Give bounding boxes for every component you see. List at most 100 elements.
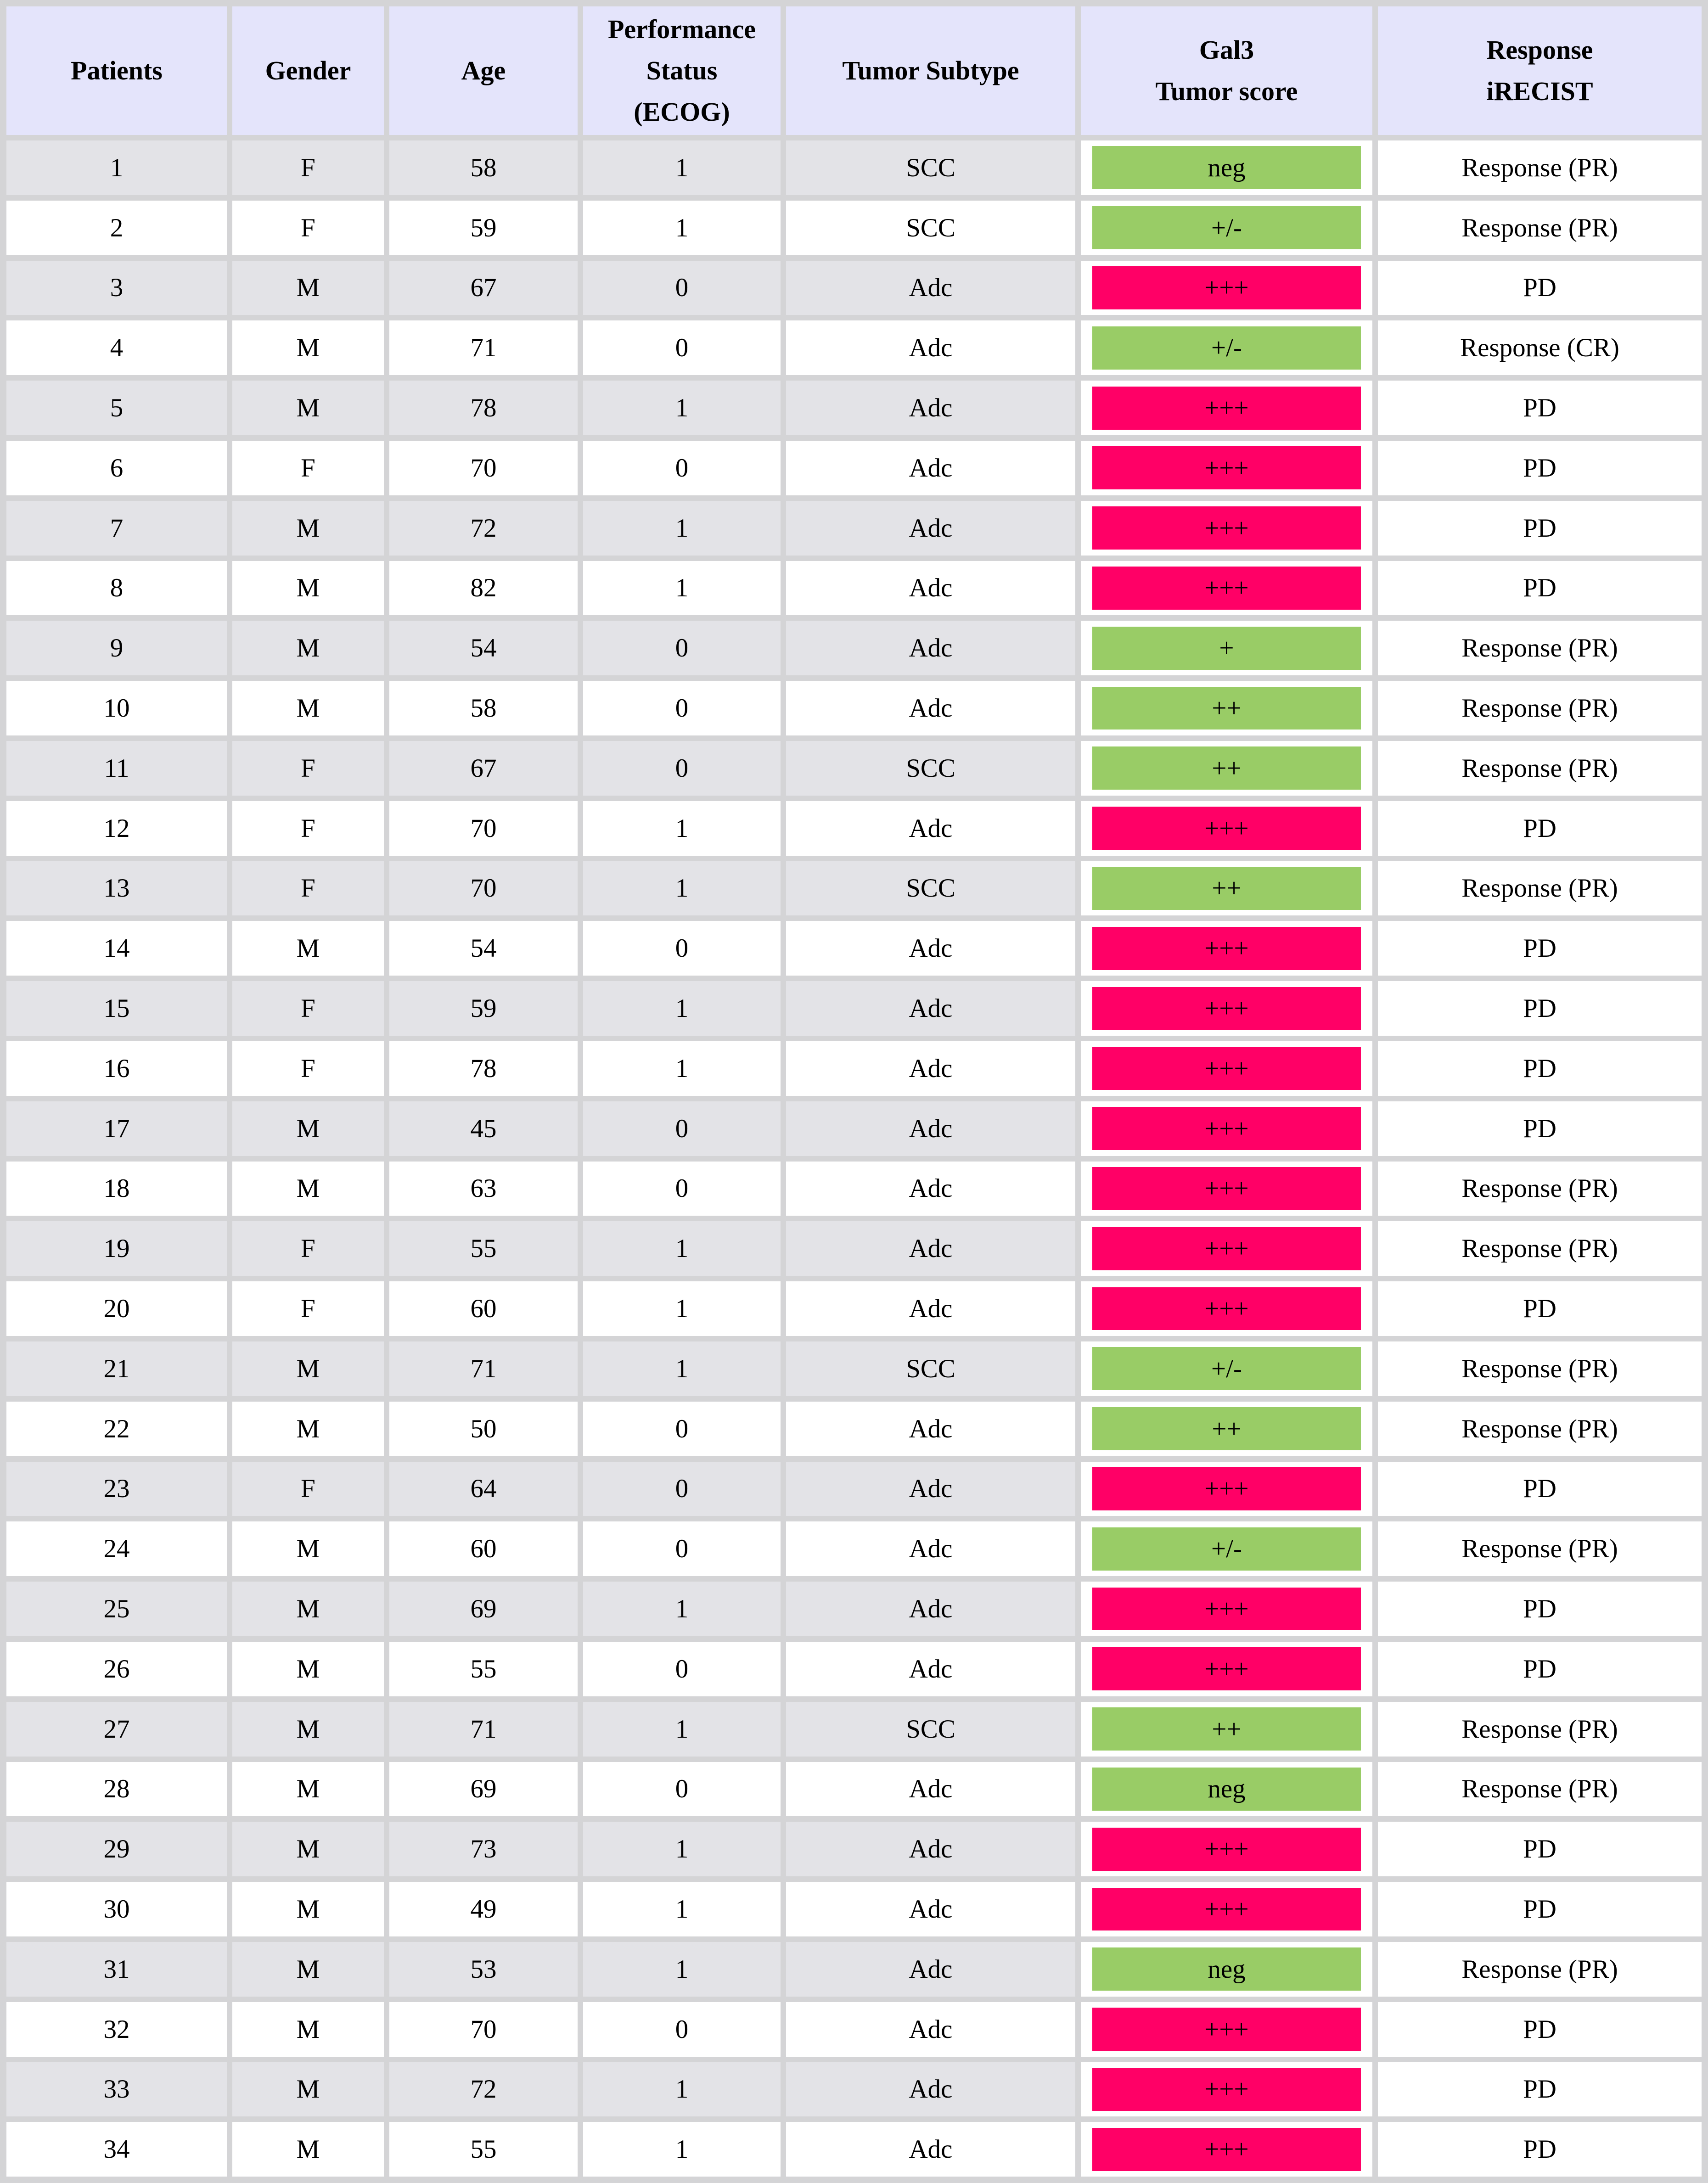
table-header-row: Patients Gender Age Performance Status (… — [6, 6, 1702, 135]
cell-gal3-score: +/- — [1081, 320, 1372, 376]
cell-age: 55 — [389, 2122, 578, 2177]
cell-patient: 5 — [6, 381, 227, 435]
cell-tumor-subtype: SCC — [786, 1341, 1075, 1396]
cell-age: 63 — [389, 1161, 578, 1216]
cell-patient: 14 — [6, 921, 227, 976]
table-row: 7 M 72 1 Adc +++ PD — [6, 500, 1702, 556]
cell-patient: 7 — [6, 500, 227, 556]
cell-patient: 32 — [6, 2002, 227, 2057]
table-row: 5 M 78 1 Adc +++ PD — [6, 381, 1702, 435]
cell-age: 59 — [389, 200, 578, 255]
cell-patient: 25 — [6, 1582, 227, 1636]
cell-gal3-score: +/- — [1081, 1521, 1372, 1577]
cell-gender: F — [232, 1221, 384, 1276]
table-row: 25 M 69 1 Adc +++ PD — [6, 1582, 1702, 1636]
cell-ecog: 1 — [583, 2062, 781, 2117]
cell-response: PD — [1378, 1822, 1702, 1877]
cell-tumor-subtype: Adc — [786, 1101, 1075, 1156]
table-row: 11 F 67 0 SCC ++ Response (PR) — [6, 741, 1702, 796]
cell-gender: M — [232, 1701, 384, 1757]
cell-age: 71 — [389, 1341, 578, 1396]
cell-ecog: 1 — [583, 561, 781, 616]
table-row: 18 M 63 0 Adc +++ Response (PR) — [6, 1161, 1702, 1216]
cell-patient: 13 — [6, 861, 227, 916]
cell-tumor-subtype: SCC — [786, 200, 1075, 255]
cell-tumor-subtype: Adc — [786, 2122, 1075, 2177]
table-row: 20 F 60 1 Adc +++ PD — [6, 1281, 1702, 1336]
score-bar: ++ — [1092, 686, 1361, 730]
cell-ecog: 1 — [583, 1281, 781, 1336]
score-bar: +++ — [1092, 1827, 1361, 1871]
header-cell-response: Response iRECIST — [1378, 6, 1702, 135]
cell-response: PD — [1378, 500, 1702, 556]
cell-patient: 8 — [6, 561, 227, 616]
header-cell-tumor-subtype: Tumor Subtype — [786, 6, 1075, 135]
cell-tumor-subtype: Adc — [786, 1041, 1075, 1096]
score-bar: +++ — [1092, 1107, 1361, 1150]
cell-gender: M — [232, 260, 384, 315]
cell-tumor-subtype: Adc — [786, 561, 1075, 616]
table-row: 6 F 70 0 Adc +++ PD — [6, 440, 1702, 495]
score-bar: +++ — [1092, 987, 1361, 1030]
cell-response: PD — [1378, 1641, 1702, 1696]
cell-gender: M — [232, 1521, 384, 1577]
cell-age: 67 — [389, 741, 578, 796]
cell-patient: 26 — [6, 1641, 227, 1696]
cell-ecog: 1 — [583, 2122, 781, 2177]
cell-ecog: 0 — [583, 1161, 781, 1216]
cell-tumor-subtype: Adc — [786, 1942, 1075, 1997]
cell-response: Response (PR) — [1378, 1521, 1702, 1577]
cell-gal3-score: +++ — [1081, 1101, 1372, 1156]
cell-gender: M — [232, 320, 384, 376]
table-row: 15 F 59 1 Adc +++ PD — [6, 981, 1702, 1036]
cell-gal3-score: + — [1081, 621, 1372, 676]
cell-patient: 1 — [6, 140, 227, 195]
score-bar: ++ — [1092, 746, 1361, 790]
cell-ecog: 1 — [583, 1942, 781, 1997]
cell-gal3-score: neg — [1081, 1762, 1372, 1817]
cell-tumor-subtype: Adc — [786, 801, 1075, 856]
header-cell-age: Age — [389, 6, 578, 135]
cell-tumor-subtype: SCC — [786, 140, 1075, 195]
score-bar: neg — [1092, 146, 1361, 190]
cell-gal3-score: +++ — [1081, 921, 1372, 976]
score-bar: +++ — [1092, 926, 1361, 970]
cell-ecog: 0 — [583, 440, 781, 495]
score-bar: +++ — [1092, 1287, 1361, 1330]
cell-patient: 15 — [6, 981, 227, 1036]
header-cell-ecog: Performance Status (ECOG) — [583, 6, 781, 135]
cell-patient: 19 — [6, 1221, 227, 1276]
cell-ecog: 0 — [583, 921, 781, 976]
header-cell-gender: Gender — [232, 6, 384, 135]
cell-gender: M — [232, 1341, 384, 1396]
cell-gal3-score: +++ — [1081, 801, 1372, 856]
score-bar: +++ — [1092, 567, 1361, 610]
cell-gender: M — [232, 1762, 384, 1817]
cell-tumor-subtype: Adc — [786, 381, 1075, 435]
cell-gal3-score: +++ — [1081, 981, 1372, 1036]
cell-ecog: 0 — [583, 1641, 781, 1696]
cell-response: PD — [1378, 381, 1702, 435]
cell-age: 54 — [389, 921, 578, 976]
cell-response: PD — [1378, 2062, 1702, 2117]
cell-response: PD — [1378, 1461, 1702, 1516]
cell-response: PD — [1378, 921, 1702, 976]
table-row: 23 F 64 0 Adc +++ PD — [6, 1461, 1702, 1516]
cell-age: 78 — [389, 1041, 578, 1096]
cell-gal3-score: +/- — [1081, 200, 1372, 255]
cell-age: 72 — [389, 2062, 578, 2117]
table-row: 16 F 78 1 Adc +++ PD — [6, 1041, 1702, 1096]
cell-gal3-score: ++ — [1081, 1701, 1372, 1757]
table-row: 30 M 49 1 Adc +++ PD — [6, 1882, 1702, 1936]
cell-tumor-subtype: Adc — [786, 1762, 1075, 1817]
cell-gal3-score: +++ — [1081, 1161, 1372, 1216]
table-row: 27 M 71 1 SCC ++ Response (PR) — [6, 1701, 1702, 1757]
score-bar: ++ — [1092, 867, 1361, 910]
cell-age: 53 — [389, 1942, 578, 1997]
cell-tumor-subtype: SCC — [786, 1701, 1075, 1757]
cell-patient: 2 — [6, 200, 227, 255]
cell-age: 73 — [389, 1822, 578, 1877]
cell-age: 71 — [389, 320, 578, 376]
cell-tumor-subtype: Adc — [786, 260, 1075, 315]
cell-patient: 20 — [6, 1281, 227, 1336]
